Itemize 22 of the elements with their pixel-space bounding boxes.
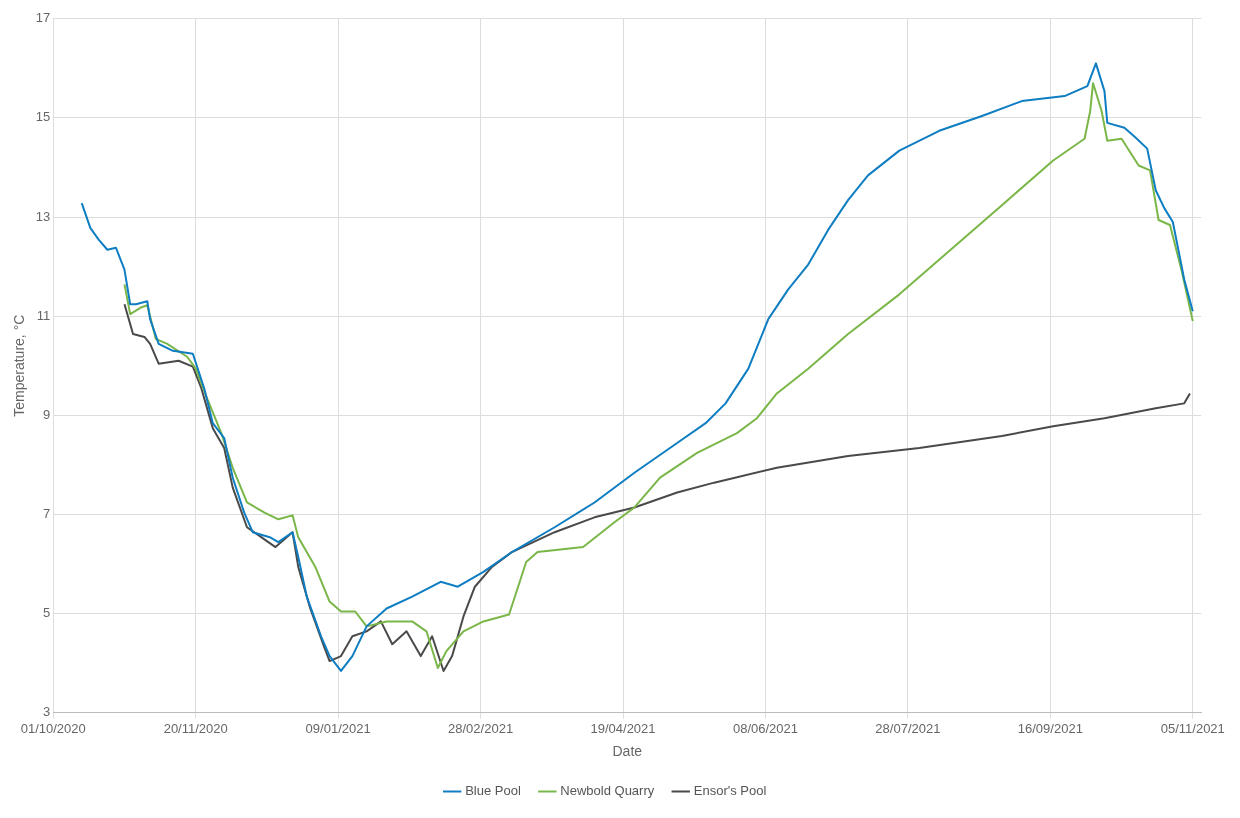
x-tick-label: 28/07/2021 (875, 720, 941, 736)
y-tick-label: 15 (35, 109, 51, 125)
x-tick-label: 19/04/2021 (590, 720, 656, 736)
legend-label: Blue Pool (465, 783, 521, 799)
x-tick-label: 16/09/2021 (1017, 720, 1083, 736)
y-tick-label: 5 (43, 605, 51, 621)
x-tick-label: 09/01/2021 (305, 720, 371, 736)
y-tick-label: 13 (35, 208, 51, 224)
y-tick-label: 7 (43, 505, 51, 521)
x-tick-label: 20/11/2020 (163, 720, 228, 736)
x-tick-label: 28/02/2021 (448, 720, 514, 736)
y-tick-label: 11 (36, 307, 51, 323)
y-tick-label: 3 (43, 704, 51, 720)
legend-label: Newbold Quarry (560, 783, 655, 799)
x-tick-label: 05/11/2021 (1160, 720, 1225, 736)
y-tick-label: 9 (43, 406, 51, 422)
x-axis-title: Date (612, 743, 643, 760)
x-tick-label: 08/06/2021 (732, 720, 798, 736)
legend-label: Ensor's Pool (693, 783, 767, 799)
x-tick-label: 01/10/2020 (20, 720, 86, 736)
y-axis-title: Temperature, °C (11, 314, 28, 417)
y-tick-label: 17 (35, 10, 51, 26)
